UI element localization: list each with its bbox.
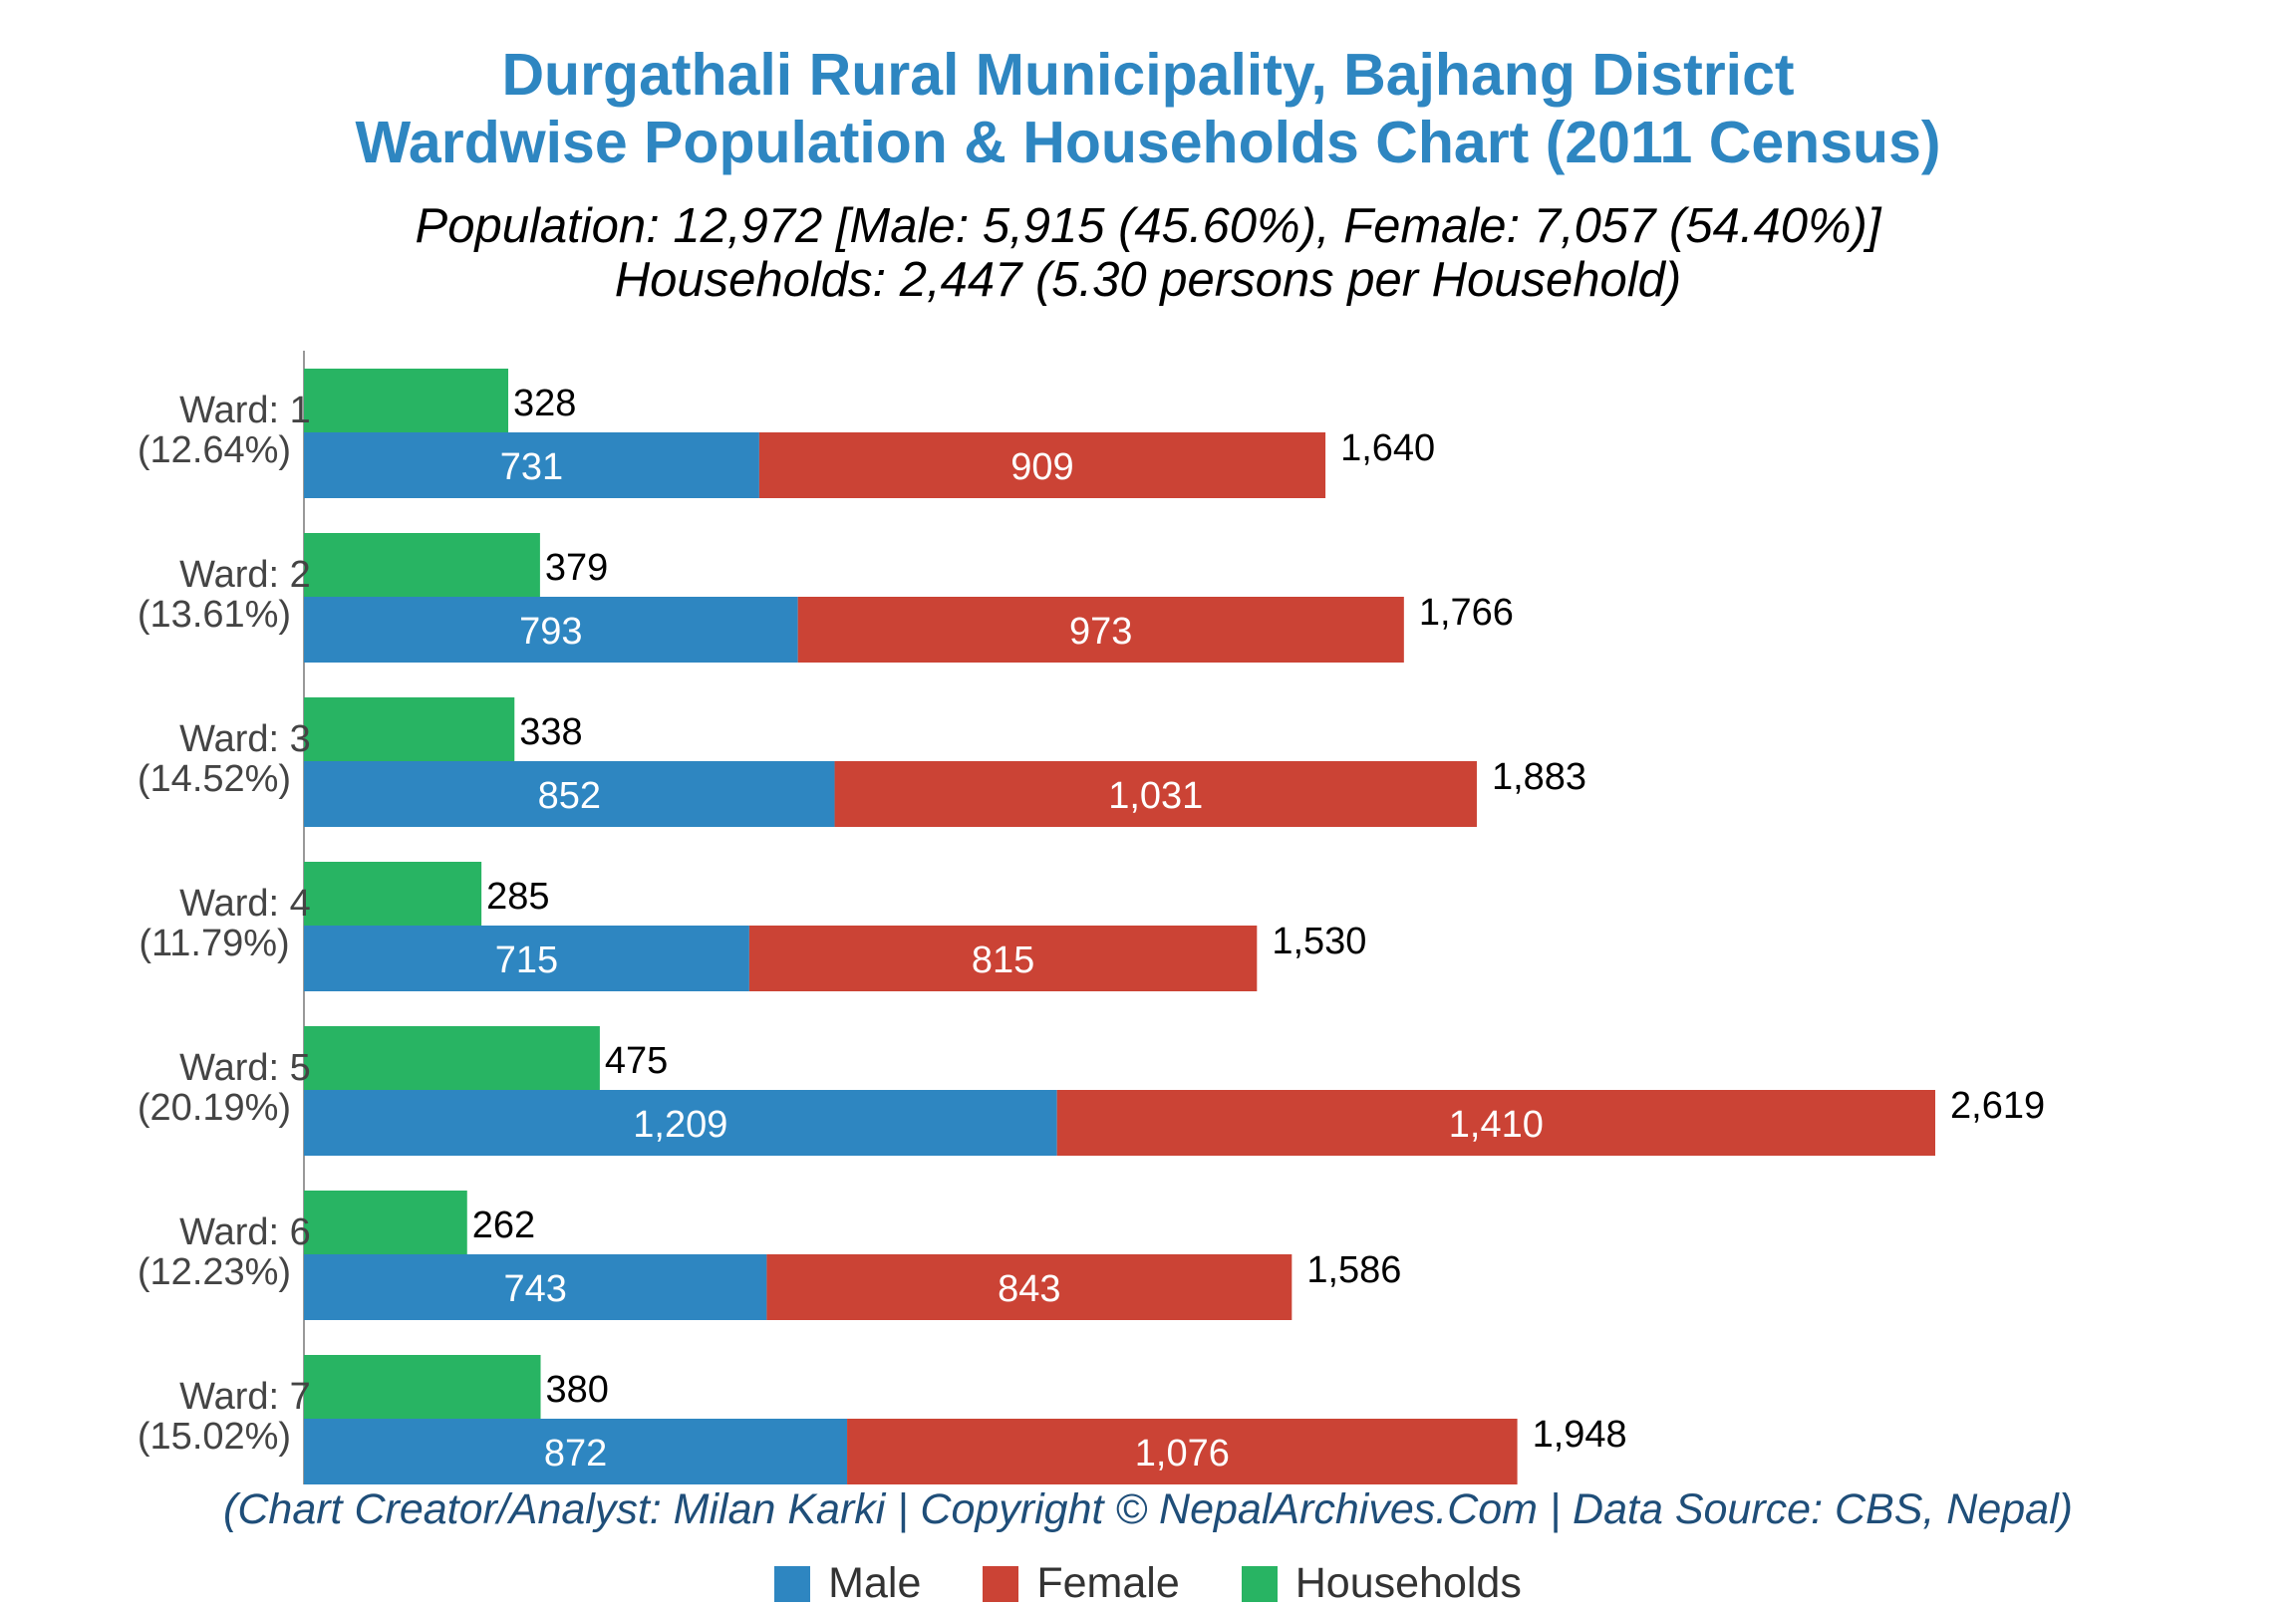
category-percent-ward-5: (20.19%): [138, 1087, 291, 1129]
total-label-ward-3: 1,883: [1492, 756, 1586, 798]
female-bar-ward-7: [847, 1419, 1518, 1484]
households-bar-ward-7: [304, 1355, 541, 1419]
legend-item-male: Male: [774, 1559, 921, 1608]
chart-subtitle-population: Population: 12,972 [Male: 5,915 (45.60%)…: [415, 199, 1881, 253]
legend-swatch-male: [774, 1565, 811, 1602]
female-label-ward-3: 1,031: [1108, 775, 1203, 817]
households-label-ward-3: 338: [519, 711, 582, 753]
female-bar-ward-4: [748, 926, 1258, 991]
female-label-ward-5: 1,410: [1449, 1104, 1544, 1146]
male-bar-ward-5: [304, 1090, 1057, 1156]
households-label-ward-2: 379: [545, 547, 608, 589]
category-percent-ward-6: (12.23%): [138, 1251, 291, 1293]
female-label-ward-6: 843: [998, 1268, 1060, 1310]
households-bar-ward-1: [304, 369, 509, 432]
category-percent-ward-3: (14.52%): [138, 758, 291, 800]
female-bar-ward-3: [834, 761, 1477, 827]
legend-swatch-households: [1241, 1565, 1278, 1602]
category-label-ward-5: Ward: 5: [179, 1047, 311, 1089]
category-label-ward-3: Ward: 3: [179, 718, 311, 760]
female-label-ward-4: 815: [972, 939, 1034, 981]
total-label-ward-4: 1,530: [1272, 921, 1366, 962]
male-bar-ward-1: [304, 432, 759, 498]
male-label-ward-5: 1,209: [633, 1104, 727, 1146]
chart-legend: Male Female Households: [0, 1559, 2296, 1608]
female-label-ward-7: 1,076: [1135, 1433, 1230, 1474]
male-bar-ward-6: [304, 1254, 767, 1320]
households-bar-ward-6: [304, 1191, 467, 1254]
category-percent-ward-1: (12.64%): [138, 429, 291, 471]
legend-label-households: Households: [1294, 1559, 1522, 1607]
female-bar-ward-6: [766, 1254, 1292, 1320]
total-label-ward-7: 1,948: [1533, 1414, 1627, 1456]
category-percent-ward-2: (13.61%): [138, 594, 291, 636]
households-label-ward-4: 285: [486, 876, 549, 918]
female-bar-ward-1: [758, 432, 1326, 498]
male-bar-ward-4: [304, 926, 749, 991]
legend-label-female: Female: [1036, 1559, 1180, 1607]
households-bar-ward-5: [304, 1026, 600, 1090]
category-percent-ward-4: (11.79%): [139, 923, 289, 964]
households-label-ward-5: 475: [605, 1040, 668, 1082]
female-label-ward-1: 909: [1010, 446, 1073, 488]
legend-label-male: Male: [828, 1559, 922, 1607]
male-bar-ward-3: [304, 761, 835, 827]
chart-credit: (Chart Creator/Analyst: Milan Karki | Co…: [223, 1485, 2073, 1533]
households-label-ward-1: 328: [513, 383, 576, 424]
category-label-ward-2: Ward: 2: [179, 554, 311, 596]
male-label-ward-2: 793: [519, 611, 582, 653]
households-bar-ward-3: [304, 697, 515, 761]
female-bar-ward-5: [1056, 1090, 1935, 1156]
chart-subtitle-households: Households: 2,447 (5.30 persons per Hous…: [614, 253, 1682, 307]
chart-title-line-2: Wardwise Population & Households Chart (…: [355, 110, 1941, 175]
category-percent-ward-7: (15.02%): [138, 1416, 291, 1458]
households-bar-ward-2: [304, 533, 540, 597]
chart-title-line-1: Durgathali Rural Municipality, Bajhang D…: [501, 42, 1795, 108]
category-label-ward-4: Ward: 4: [179, 883, 311, 925]
male-label-ward-1: 731: [500, 446, 563, 488]
total-label-ward-1: 1,640: [1340, 427, 1435, 469]
households-label-ward-7: 380: [546, 1369, 609, 1411]
legend-item-households: Households: [1241, 1559, 1522, 1608]
total-label-ward-2: 1,766: [1419, 592, 1514, 634]
category-label-ward-7: Ward: 7: [179, 1376, 311, 1418]
legend-item-female: Female: [983, 1559, 1180, 1608]
male-label-ward-7: 872: [544, 1433, 607, 1474]
legend-swatch-female: [983, 1565, 1019, 1602]
male-bar-ward-7: [304, 1419, 848, 1484]
total-label-ward-6: 1,586: [1306, 1249, 1401, 1291]
male-label-ward-6: 743: [504, 1268, 567, 1310]
households-label-ward-6: 262: [472, 1205, 535, 1246]
households-bar-ward-4: [304, 862, 482, 926]
female-bar-ward-2: [797, 597, 1404, 663]
category-label-ward-1: Ward: 1: [179, 390, 311, 431]
female-label-ward-2: 973: [1069, 611, 1132, 653]
total-label-ward-5: 2,619: [1950, 1085, 2045, 1127]
male-bar-ward-2: [304, 597, 798, 663]
male-label-ward-4: 715: [495, 939, 558, 981]
male-label-ward-3: 852: [538, 775, 601, 817]
category-label-ward-6: Ward: 6: [179, 1211, 311, 1253]
